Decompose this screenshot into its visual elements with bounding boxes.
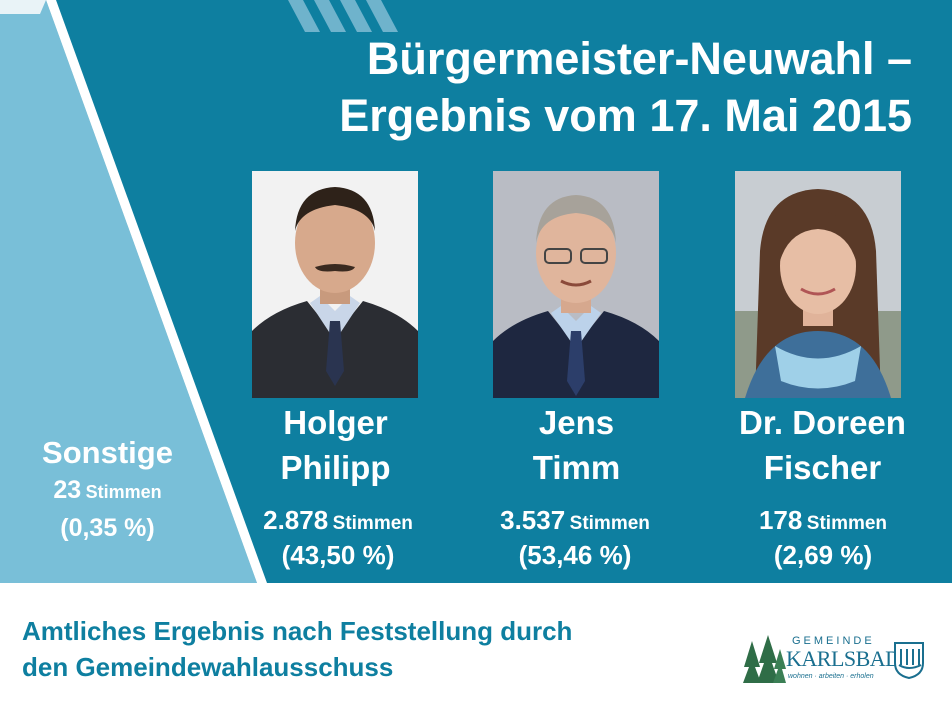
vote-unit: Stimmen <box>569 513 650 534</box>
others-label: Sonstige <box>42 435 173 470</box>
stripe-2 <box>314 0 346 32</box>
candidate-name-fischer: Dr. Doreen Fischer <box>710 400 935 490</box>
left-panel-top-strip <box>0 0 46 14</box>
page-title: Bürgermeister-Neuwahl – Ergebnis vom 17.… <box>212 30 912 144</box>
left-panel-shape <box>0 0 257 583</box>
crest-icon <box>894 642 924 679</box>
candidate-photo-philipp <box>252 171 418 398</box>
title-line-2: Ergebnis vom 17. Mai 2015 <box>339 90 912 141</box>
vote-count: 3.537 <box>500 505 566 535</box>
diagonal-white-stripe <box>46 0 267 583</box>
candidate-votes-fischer: 178 Stimmen (2,69 %) <box>713 505 933 574</box>
candidate-first-name: Dr. Doreen <box>739 404 906 441</box>
others-vote-count: 23 <box>53 476 82 504</box>
footer-line-1: Amtliches Ergebnis nach Feststellung dur… <box>22 616 573 646</box>
candidate-name-timm: Jens Timm <box>479 400 674 490</box>
logo-tagline: wohnen · arbeiten · erholen <box>788 673 874 680</box>
karlsbad-logo: GEMEINDE KARLSBAD wohnen · arbeiten · er… <box>742 631 928 691</box>
title-line-1: Bürgermeister-Neuwahl – <box>366 33 912 84</box>
left-panel <box>0 0 267 583</box>
candidate-first-name: Holger <box>283 404 388 441</box>
logo-name: KARLSBAD <box>786 646 901 671</box>
decorative-stripes <box>288 0 398 32</box>
stripe-1 <box>288 0 320 32</box>
candidate-first-name: Jens <box>538 404 615 441</box>
candidate-votes-philipp: 2.878 Stimmen (43,50 %) <box>228 505 448 574</box>
others-result: Sonstige 23 Stimmen (0,35 %) <box>0 433 215 545</box>
stripe-4 <box>366 0 398 32</box>
vote-percent: (53,46 %) <box>518 540 632 570</box>
others-vote-unit: Stimmen <box>85 482 162 502</box>
footer-note: Amtliches Ergebnis nach Feststellung dur… <box>22 613 572 685</box>
candidate-last-name: Fischer <box>763 449 882 486</box>
vote-count: 2.878 <box>263 505 329 535</box>
candidate-photo-fischer <box>735 171 901 398</box>
vote-percent: (2,69 %) <box>773 540 873 570</box>
logo-gemeinde: GEMEINDE <box>792 635 875 647</box>
others-vote-percent: (0,35 %) <box>60 514 155 542</box>
candidate-last-name: Philipp <box>280 449 391 486</box>
candidate-photo-timm <box>493 171 659 398</box>
footer-line-2: den Gemeindewahlausschuss <box>22 652 394 682</box>
vote-percent: (43,50 %) <box>281 540 395 570</box>
stripe-3 <box>340 0 372 32</box>
vote-unit: Stimmen <box>806 513 888 534</box>
tree-icon <box>743 635 786 683</box>
candidate-votes-timm: 3.537 Stimmen (53,46 %) <box>465 505 685 574</box>
vote-unit: Stimmen <box>332 513 413 534</box>
candidate-name-philipp: Holger Philipp <box>238 400 433 490</box>
candidate-last-name: Timm <box>532 449 621 486</box>
vote-count: 178 <box>758 505 803 535</box>
